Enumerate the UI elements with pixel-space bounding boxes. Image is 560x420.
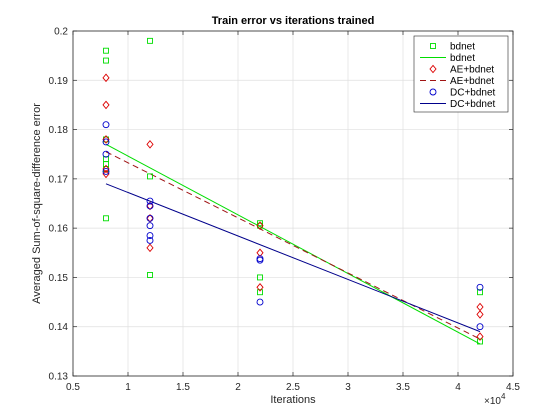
y-tick-label: 0.15 xyxy=(49,273,69,284)
dc-bdnet-data-point xyxy=(102,150,110,158)
ae-bdnet-data-point xyxy=(256,248,264,258)
legend: bdnetbdnetAE+bdnetAE+bdnetDC+bdnetDC+bdn… xyxy=(413,35,509,113)
y-tick-label: 0.13 xyxy=(49,372,69,383)
ae-bdnet-data-point xyxy=(256,221,264,230)
x-tick-label: 1 xyxy=(125,382,131,393)
legend-dc-bdnet-marker xyxy=(429,88,437,96)
y-tick-label: 0.2 xyxy=(54,27,68,38)
ae-bdnet-data-point xyxy=(102,164,110,174)
x-tick-label: 3.5 xyxy=(396,382,410,393)
ae-bdnet-data-point xyxy=(146,243,154,253)
y-tick-label: 0.16 xyxy=(49,224,69,235)
legend-bdnet-label: bdnet xyxy=(450,42,475,53)
bdnet-data-point xyxy=(103,57,109,64)
bdnet-data-point xyxy=(147,272,153,278)
dc-bdnet-data-point xyxy=(146,202,154,210)
dc-bdnet-data-point xyxy=(146,237,154,244)
x-exponent-power: 4 xyxy=(501,392,506,401)
legend-ae-bdnet-label: AE+bdnet xyxy=(450,65,494,76)
ae-bdnet-data-point xyxy=(476,332,484,341)
ae-bdnet-data-point xyxy=(102,73,110,83)
x-tick-label: 2.5 xyxy=(286,382,300,393)
y-tick-label: 0.19 xyxy=(49,76,69,87)
x-tick-label: 0.5 xyxy=(66,382,80,393)
legend-dc-bdnet-label: DC+bdnet xyxy=(450,88,496,99)
bdnet-data-point xyxy=(477,289,483,296)
x-tick-label: 4.5 xyxy=(506,382,520,393)
legend-bdnet-marker xyxy=(430,43,436,49)
dc-bdnet-data-point xyxy=(146,197,154,205)
dc-bdnet-fit-line xyxy=(105,183,481,333)
x-tick-label: 4 xyxy=(455,382,461,393)
bdnet-data-point xyxy=(103,47,109,54)
y-axis-label: Averaged Sum-of-square-difference error xyxy=(31,103,43,304)
bdnet-data-point xyxy=(477,338,483,345)
dc-bdnet-data-point xyxy=(476,283,484,291)
dc-bdnet-data-point xyxy=(256,256,264,264)
bdnet-fit-line xyxy=(105,143,481,345)
ae-bdnet-data-point xyxy=(146,213,154,223)
bdnet-data-point xyxy=(257,274,263,281)
x-tick-label: 2 xyxy=(235,382,241,393)
dc-bdnet-data-point xyxy=(146,214,154,222)
dc-bdnet-data-point xyxy=(102,138,110,146)
ae-bdnet-data-point xyxy=(476,310,484,319)
ae-bdnet-data-point xyxy=(102,100,110,110)
legend-ae-bdnet-marker xyxy=(429,64,437,74)
dc-bdnet-data-point xyxy=(146,222,154,230)
ae-bdnet-data-point xyxy=(102,135,110,144)
dc-bdnet-data-point xyxy=(102,168,110,175)
x-exponent-base: ×10 xyxy=(484,396,501,407)
bdnet-data-point xyxy=(147,37,153,44)
bdnet-data-point xyxy=(257,289,263,296)
dc-bdnet-data-point xyxy=(256,298,264,306)
bdnet-data-point xyxy=(147,173,153,180)
legend-ae-bdnet-label: AE+bdnet xyxy=(450,76,494,87)
dc-bdnet-data-point xyxy=(476,323,484,331)
ae-bdnet-data-point xyxy=(256,282,264,292)
ae-bdnet-data-point xyxy=(102,169,110,179)
ae-bdnet-data-point xyxy=(146,140,154,149)
x-tick-label: 3 xyxy=(345,382,351,393)
bdnet-data-point xyxy=(103,215,109,222)
dc-bdnet-data-point xyxy=(102,121,110,129)
y-tick-label: 0.17 xyxy=(49,174,69,185)
ae-bdnet-data-point xyxy=(146,201,154,211)
legend-dc-bdnet-label: DC+bdnet xyxy=(450,99,496,110)
x-axis-label: Iterations xyxy=(270,394,316,406)
legend-bdnet-label: bdnet xyxy=(450,53,475,64)
y-tick-label: 0.14 xyxy=(49,322,69,333)
tick-layer: 0.5 1 1.5 2 2.5 3 3.5 4 4.5 0.13 0.14 0.15 0.16 0.17 0… xyxy=(49,27,521,394)
data-layer xyxy=(102,37,484,345)
x-tick-label: 1.5 xyxy=(176,382,190,393)
x-exponent-label: ×104 xyxy=(484,392,506,407)
legend-box xyxy=(413,35,509,113)
y-tick-label: 0.18 xyxy=(49,125,69,136)
chart-title: Train error vs iterations trained xyxy=(212,15,375,27)
dc-bdnet-data-point xyxy=(146,232,154,239)
